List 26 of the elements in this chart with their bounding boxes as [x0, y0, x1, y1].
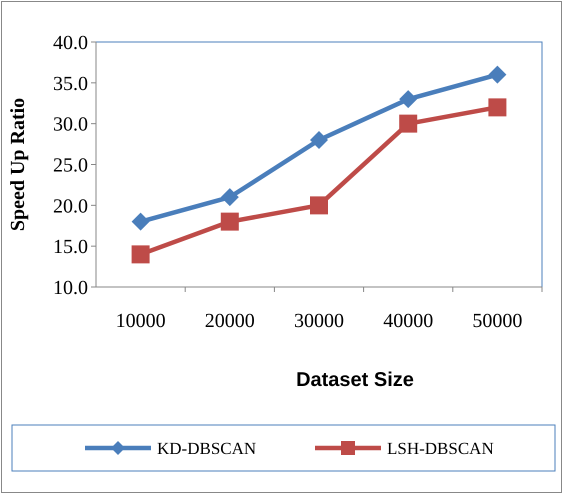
x-tick-label: 10000 [116, 310, 166, 332]
x-tick-label: 30000 [294, 310, 344, 332]
y-tick-label: 10.0 [53, 277, 88, 299]
point [488, 66, 506, 84]
point [132, 212, 150, 231]
x-tick-label: 40000 [383, 310, 434, 332]
point [399, 114, 418, 133]
y-tick-label: 15.0 [53, 236, 88, 258]
legend-label: KD-DBSCAN [157, 438, 256, 458]
x-tick-label: 20000 [204, 310, 255, 332]
legend-label: LSH-DBSCAN [387, 438, 494, 458]
y-tick-label: 20.0 [53, 195, 88, 218]
x-tick-label: 50000 [472, 310, 522, 332]
x-axis-title: Dataset Size [296, 369, 414, 391]
point [220, 212, 239, 231]
y-tick-label: 30.0 [53, 114, 88, 136]
point [132, 245, 150, 264]
y-tick-label: 35.0 [53, 72, 88, 95]
point [310, 131, 328, 149]
point [399, 90, 418, 108]
y-axis-title: Speed Up Ratio [7, 98, 29, 232]
point [488, 98, 506, 116]
point [220, 188, 239, 206]
y-tick-label: 40.0 [53, 32, 88, 54]
y-tick-label: 25.0 [53, 154, 88, 176]
point [310, 196, 328, 214]
